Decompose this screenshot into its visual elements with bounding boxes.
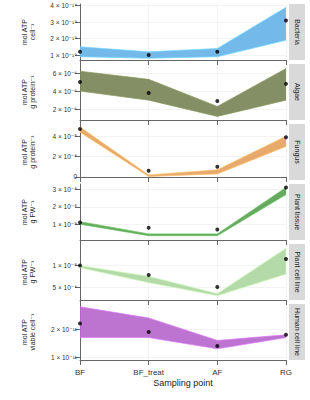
svg-text:Sampling point: Sampling point: [153, 378, 213, 388]
svg-text:1 × 10⁻⁸: 1 × 10⁻⁸: [53, 221, 78, 228]
svg-text:0: 0: [73, 173, 77, 180]
svg-text:4 × 10⁻⁸: 4 × 10⁻⁸: [53, 133, 78, 140]
svg-text:AF: AF: [212, 368, 222, 377]
svg-text:BF_treat: BF_treat: [133, 368, 164, 377]
svg-text:BF: BF: [75, 368, 85, 377]
svg-text:mol ATP: mol ATP: [21, 319, 28, 345]
svg-text:3 × 10⁻⁸: 3 × 10⁻⁸: [53, 186, 78, 193]
svg-text:g protein⁻¹: g protein⁻¹: [29, 135, 37, 169]
svg-text:mol ATP: mol ATP: [21, 199, 28, 225]
svg-text:Human cell line: Human cell line: [294, 308, 301, 356]
svg-text:g FW⁻¹: g FW⁻¹: [29, 200, 37, 223]
svg-text:g FW⁻¹: g FW⁻¹: [29, 260, 37, 283]
svg-text:mol ATP: mol ATP: [21, 139, 28, 165]
svg-text:mol ATP: mol ATP: [21, 79, 28, 105]
svg-text:4 × 10⁻¹⁹: 4 × 10⁻¹⁹: [50, 2, 77, 9]
svg-text:2 × 10⁻⁸: 2 × 10⁻⁸: [53, 203, 78, 210]
svg-text:Bacteria: Bacteria: [294, 19, 301, 45]
svg-text:2 × 10⁻¹⁹: 2 × 10⁻¹⁹: [50, 35, 77, 42]
svg-text:2 × 10⁻⁶: 2 × 10⁻⁶: [53, 106, 78, 113]
svg-text:2 × 10⁻⁸: 2 × 10⁻⁸: [53, 153, 78, 160]
svg-text:Fungus: Fungus: [293, 140, 301, 164]
svg-text:cell⁻¹: cell⁻¹: [29, 23, 36, 40]
svg-text:5 × 10⁻⁹: 5 × 10⁻⁹: [53, 284, 78, 291]
svg-text:Plant cell line: Plant cell line: [294, 251, 301, 292]
svg-text:RG: RG: [280, 368, 292, 377]
svg-text:4 × 10⁻⁶: 4 × 10⁻⁶: [53, 88, 78, 95]
svg-text:1 × 10⁻¹¹: 1 × 10⁻¹¹: [51, 354, 78, 361]
svg-text:1 × 10⁻¹⁹: 1 × 10⁻¹⁹: [50, 52, 77, 59]
svg-text:3 × 10⁻¹⁹: 3 × 10⁻¹⁹: [50, 19, 77, 26]
svg-text:mol ATP: mol ATP: [21, 19, 28, 45]
svg-text:mol ATP: mol ATP: [21, 259, 28, 285]
svg-text:Algae: Algae: [293, 83, 301, 101]
svg-text:1 × 10⁻⁸: 1 × 10⁻⁸: [53, 262, 78, 269]
svg-text:g protein⁻¹: g protein⁻¹: [29, 75, 37, 109]
svg-text:6 × 10⁻⁶: 6 × 10⁻⁶: [53, 70, 78, 77]
svg-text:viable cell⁻¹: viable cell⁻¹: [29, 313, 36, 350]
svg-text:2 × 10⁻¹¹: 2 × 10⁻¹¹: [51, 326, 78, 333]
svg-text:Plant tissue: Plant tissue: [294, 194, 301, 230]
